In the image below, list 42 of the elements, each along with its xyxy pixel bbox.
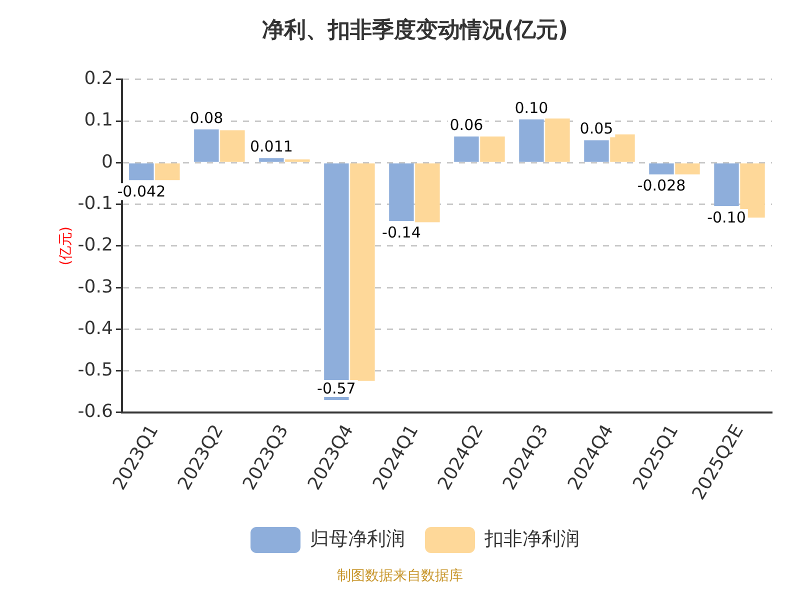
text: 制图数据来自数据库 (336, 567, 464, 585)
bar (610, 134, 635, 162)
legend-label: 扣非净利润 (484, 528, 580, 550)
bar (259, 158, 284, 162)
data-label: -0.042 (117, 182, 166, 201)
data-label: 0.011 (250, 137, 293, 156)
y-tick-label: -0.1 (78, 192, 113, 214)
y-tick-label: -0.6 (78, 401, 113, 422)
bar (519, 119, 544, 162)
bar (454, 136, 479, 162)
y-tick-label: -0.4 (78, 318, 113, 339)
bar (155, 163, 180, 180)
bar (480, 136, 505, 162)
legend-label: 归母净利润 (310, 528, 405, 550)
y-tick-label: 0.2 (84, 68, 113, 90)
data-label: 0.06 (450, 116, 484, 134)
y-tick-label: -0.5 (78, 360, 113, 381)
bar (129, 163, 154, 180)
bar (194, 129, 219, 162)
bar (714, 163, 739, 206)
bar (649, 163, 674, 174)
data-label: 0.05 (580, 120, 614, 138)
y-tick-label: 0 (101, 151, 113, 172)
bar (415, 163, 440, 222)
bar (220, 130, 245, 162)
bar (675, 163, 700, 174)
y-tick-label: 0.1 (84, 110, 113, 131)
bar (584, 140, 609, 162)
data-label: -0.028 (637, 176, 686, 195)
data-label: -0.57 (317, 379, 356, 398)
data-label: -0.10 (707, 208, 746, 226)
data-label: 0.08 (190, 108, 224, 127)
bar (350, 163, 375, 381)
data-label: -0.14 (382, 223, 421, 242)
y-tick-label: -0.2 (78, 234, 113, 256)
bar (389, 163, 414, 221)
y-axis-title: (亿元) (58, 226, 74, 266)
y-tick-label: -0.3 (78, 276, 113, 298)
data-label: 0.10 (514, 98, 548, 117)
bar (285, 159, 310, 162)
bar (545, 118, 570, 162)
chart-title: 净利、扣非季度变动情况(亿元) (262, 16, 568, 43)
